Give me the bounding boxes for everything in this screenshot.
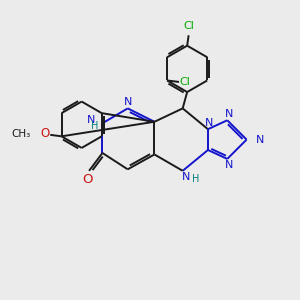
Text: H: H (192, 174, 200, 184)
Text: N: N (225, 160, 233, 170)
Text: O: O (40, 128, 50, 140)
Text: N: N (256, 135, 264, 145)
Text: N: N (225, 109, 233, 119)
Text: Cl: Cl (183, 21, 194, 32)
Text: N: N (205, 118, 214, 128)
Text: N: N (87, 115, 95, 125)
Text: N: N (182, 172, 190, 182)
Text: Cl: Cl (179, 77, 190, 87)
Text: O: O (82, 172, 93, 186)
Text: N: N (124, 97, 132, 107)
Text: CH₃: CH₃ (11, 129, 30, 139)
Text: H: H (91, 121, 99, 131)
